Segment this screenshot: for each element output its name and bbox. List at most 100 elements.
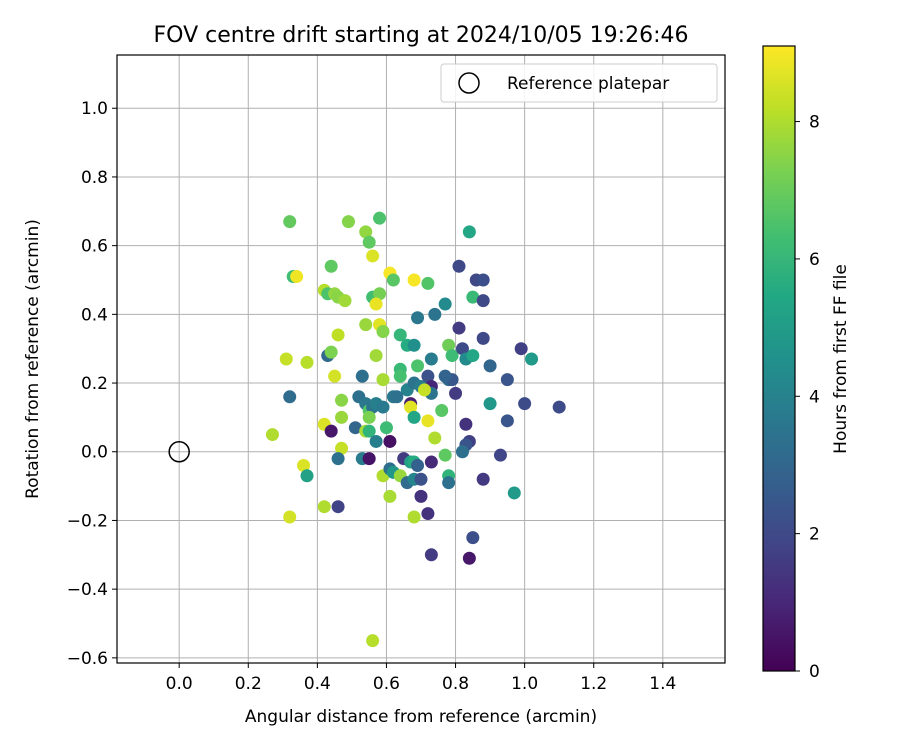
legend-reference-marker	[458, 72, 480, 94]
data-point	[514, 342, 528, 356]
data-point	[462, 551, 476, 565]
data-point	[476, 472, 490, 486]
data-point	[414, 472, 428, 486]
data-point	[438, 448, 452, 462]
data-point	[518, 397, 532, 411]
data-point	[452, 259, 466, 273]
data-point	[411, 311, 425, 325]
colorbar-tick-label: 0	[809, 662, 820, 682]
data-point	[455, 445, 469, 459]
colorbar-frame	[762, 45, 796, 672]
x-axis-label: Angular distance from reference (arcmin)	[245, 707, 597, 727]
colorbar-ticks: 0 2 4 6 8	[795, 113, 820, 682]
x-tick-label: 1.2	[580, 674, 607, 694]
data-point	[407, 273, 421, 287]
data-point	[362, 424, 376, 438]
data-point	[428, 431, 442, 445]
data-point	[331, 500, 345, 514]
data-point	[383, 434, 397, 448]
data-point	[362, 410, 376, 424]
legend-entry-reference: Reference platepar	[507, 74, 669, 94]
data-point	[369, 297, 383, 311]
data-point	[379, 421, 393, 435]
x-tick-label: 0.2	[235, 674, 262, 694]
data-point	[411, 359, 425, 373]
data-point	[373, 287, 387, 301]
data-point	[324, 259, 338, 273]
data-point	[455, 342, 469, 356]
data-point	[393, 369, 407, 383]
data-point	[407, 510, 421, 524]
data-point	[438, 297, 452, 311]
y-tick-label: 0.6	[81, 237, 108, 257]
reference-marker-layer	[168, 440, 190, 463]
data-point	[421, 507, 435, 521]
data-point	[459, 417, 473, 431]
data-point	[383, 489, 397, 503]
colorbar-tick-label: 2	[809, 525, 820, 545]
y-tick-label: 0.2	[81, 374, 108, 394]
y-tick-label: 1.0	[81, 99, 108, 119]
y-tick-label: −0.4	[67, 580, 108, 600]
colorbar-tick-label: 6	[809, 250, 820, 270]
colorbar-label: Hours from first FF file	[831, 264, 851, 454]
grid-lines	[117, 55, 725, 663]
y-axis-label: Rotation from reference (arcmin)	[23, 219, 43, 499]
data-point	[483, 397, 497, 411]
data-point	[466, 349, 480, 363]
data-point	[283, 390, 297, 404]
data-point	[290, 270, 304, 284]
data-point	[476, 331, 490, 345]
data-point	[376, 373, 390, 387]
y-axis-ticks: −0.6 −0.4 −0.2 0.0 0.2 0.4 0.6 0.8 1.0	[67, 99, 117, 669]
data-point	[386, 273, 400, 287]
colorbar: 0 2 4 6 8 Hours from first FF file	[762, 45, 851, 682]
data-point	[265, 428, 279, 442]
legend-box	[440, 63, 718, 103]
data-point	[404, 400, 418, 414]
data-point	[362, 235, 376, 249]
colorbar-gradient	[763, 46, 795, 671]
data-point	[283, 215, 297, 229]
chart-title: FOV centre drift starting at 2024/10/05 …	[154, 23, 689, 48]
data-point	[438, 369, 452, 383]
data-point	[435, 404, 449, 418]
data-point	[445, 349, 459, 363]
data-point	[424, 548, 438, 562]
data-point	[324, 345, 338, 359]
y-tick-label: 0.4	[81, 305, 108, 325]
x-tick-label: 0.8	[442, 674, 469, 694]
data-point	[362, 452, 376, 466]
x-tick-label: 1.0	[511, 674, 538, 694]
colorbar-tick-label: 8	[809, 113, 820, 133]
data-point	[300, 469, 314, 483]
data-point	[279, 352, 293, 366]
data-point	[355, 369, 369, 383]
x-tick-label: 0.6	[373, 674, 400, 694]
data-point	[452, 321, 466, 335]
data-point	[424, 352, 438, 366]
data-point	[466, 290, 480, 304]
data-point	[328, 369, 342, 383]
data-point	[359, 318, 373, 332]
data-point	[466, 531, 480, 545]
data-point	[341, 215, 355, 229]
data-point	[411, 458, 425, 472]
data-point	[421, 414, 435, 428]
colorbar-tick-label: 4	[809, 387, 820, 407]
data-point	[428, 307, 442, 321]
data-point	[376, 325, 390, 339]
reference-platepar-marker	[168, 440, 190, 463]
y-tick-label: −0.2	[67, 511, 108, 531]
plot-frame	[116, 54, 726, 664]
data-point	[424, 455, 438, 469]
data-point	[331, 452, 345, 466]
data-point	[483, 359, 497, 373]
data-point	[476, 273, 490, 287]
data-point	[335, 393, 349, 407]
data-point	[338, 294, 352, 308]
data-point	[552, 400, 566, 414]
data-point	[335, 441, 349, 455]
data-point	[407, 410, 421, 424]
